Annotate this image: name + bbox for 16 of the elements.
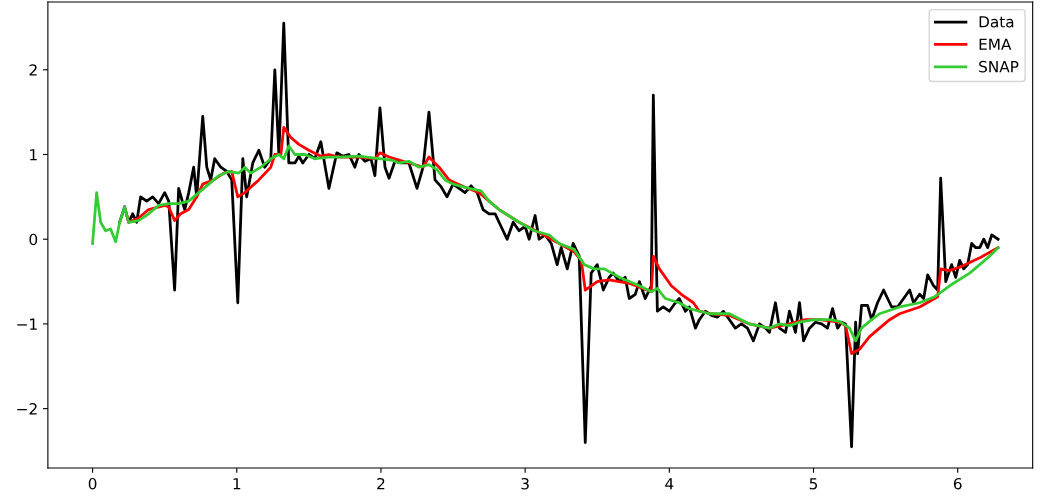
x-tick-label: 5 <box>809 478 818 490</box>
x-tick-label: 0 <box>88 477 97 490</box>
legend-label: EMA <box>979 38 1012 50</box>
legend-label: Data <box>979 16 1014 28</box>
legend-label: SNAP <box>979 60 1019 73</box>
y-tick-label: 2 <box>29 64 37 76</box>
x-tick-label: 2 <box>377 477 385 490</box>
line-series <box>91 144 1000 343</box>
x-tick-label: 1 <box>233 478 241 490</box>
y-tick-label: −2 <box>17 403 37 415</box>
y-tick-label: 1 <box>30 149 37 161</box>
x-tick-label: 4 <box>665 478 674 490</box>
x-tick-label: 6 <box>953 477 962 490</box>
y-tick-label: 0 <box>29 233 38 246</box>
x-tick-label: 3 <box>521 477 529 490</box>
y-tick-label: −1 <box>17 318 37 330</box>
